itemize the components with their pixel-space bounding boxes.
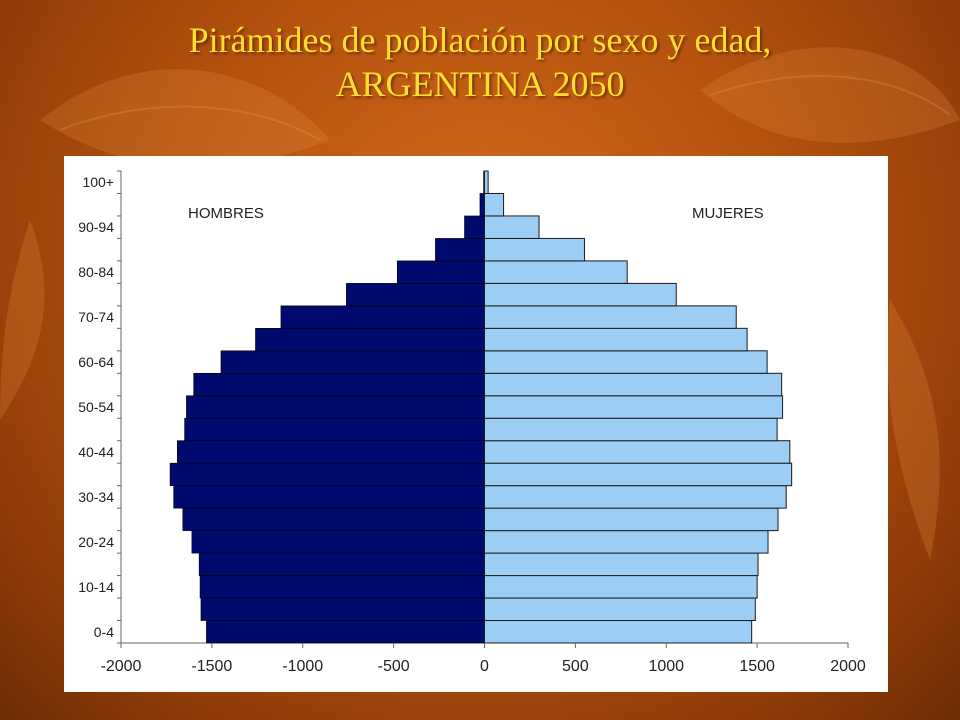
y-tick-label: 30-34 <box>78 489 114 505</box>
female-bar-25-29 <box>484 507 779 532</box>
x-tick-label: 1500 <box>739 658 775 675</box>
male-bar-35-39 <box>169 462 485 486</box>
female-bar-0-4 <box>484 620 753 644</box>
male-bar-25-29 <box>182 507 485 531</box>
female-bar-30-34 <box>484 485 787 509</box>
male-bar-75-79 <box>346 283 485 307</box>
y-tick-label: 90-94 <box>78 219 114 235</box>
female-bar-95-99 <box>484 192 505 217</box>
female-bar-45-49 <box>484 417 778 442</box>
male-bar-15-19 <box>198 552 485 576</box>
female-bar-50-54 <box>484 395 784 419</box>
male-bar-65-69 <box>255 328 485 352</box>
legend-mujeres: MUJERES <box>692 205 764 222</box>
female-bar-40-44 <box>484 440 791 464</box>
x-tick-label: -2000 <box>101 658 142 675</box>
y-tick-label: 0-4 <box>94 624 114 640</box>
y-tick-label: 70-74 <box>78 309 114 325</box>
female-bar-100+ <box>484 170 489 194</box>
female-bar-65-69 <box>484 327 748 352</box>
x-tick-label: 1000 <box>648 658 684 675</box>
female-bar-75-79 <box>484 282 677 307</box>
male-bar-60-64 <box>220 350 485 374</box>
male-bar-30-34 <box>173 485 485 509</box>
male-bar-80-84 <box>396 260 485 284</box>
male-bar-20-24 <box>191 530 485 554</box>
male-bar-5-9 <box>200 597 485 621</box>
female-bar-15-19 <box>484 552 759 577</box>
female-bar-10-14 <box>484 575 758 599</box>
female-bar-70-74 <box>484 305 737 329</box>
x-tick-label: 500 <box>562 658 589 675</box>
male-bar-0-4 <box>206 620 485 644</box>
population-pyramid-chart: 0-4 10-14 20-24 30-34 40-44 50-54 60-64 70-74 80… <box>64 156 888 692</box>
male-bar-90-94 <box>464 215 485 239</box>
female-bar-55-59 <box>484 372 783 397</box>
male-bar-50-54 <box>186 395 485 419</box>
y-tick-label: 80-84 <box>78 264 114 280</box>
slide-title: Pirámides de población por sexo y edad, … <box>0 18 960 106</box>
y-tick-label: 40-44 <box>78 444 114 460</box>
x-tick-label: -500 <box>378 658 410 675</box>
legend-hombres: HOMBRES <box>188 205 264 222</box>
pyramid-svg: 0-4 10-14 20-24 30-34 40-44 50-54 60-64 70-74 80… <box>78 170 866 675</box>
y-tick-label: 60-64 <box>78 354 114 370</box>
male-bar-55-59 <box>193 372 485 397</box>
male-bar-40-44 <box>177 440 485 464</box>
male-bar-45-49 <box>184 417 485 442</box>
male-bar-70-74 <box>280 305 485 329</box>
slide-title-line-2: ARGENTINA 2050 <box>335 64 625 104</box>
male-bar-85-89 <box>435 238 485 262</box>
y-tick-label: 20-24 <box>78 534 114 550</box>
y-tick-label: 10-14 <box>78 579 114 595</box>
male-bar-95-99 <box>479 193 485 217</box>
slide-title-line-1: Pirámides de población por sexo y edad, <box>188 20 772 60</box>
y-tick-label: 100+ <box>82 174 114 190</box>
x-tick-label: 2000 <box>830 658 866 675</box>
x-tick-label: -1500 <box>191 658 232 675</box>
y-tick-label: 50-54 <box>78 399 114 415</box>
x-tick-label: -1000 <box>282 658 323 675</box>
female-bar-35-39 <box>484 462 793 487</box>
female-bar-5-9 <box>484 597 756 622</box>
female-bar-90-94 <box>484 215 540 239</box>
x-tick-label: 0 <box>480 658 489 675</box>
female-bar-60-64 <box>484 350 768 374</box>
female-bar-80-84 <box>484 260 628 284</box>
female-bar-20-24 <box>484 530 769 554</box>
female-bar-85-89 <box>484 237 585 262</box>
male-bar-10-14 <box>199 575 485 599</box>
